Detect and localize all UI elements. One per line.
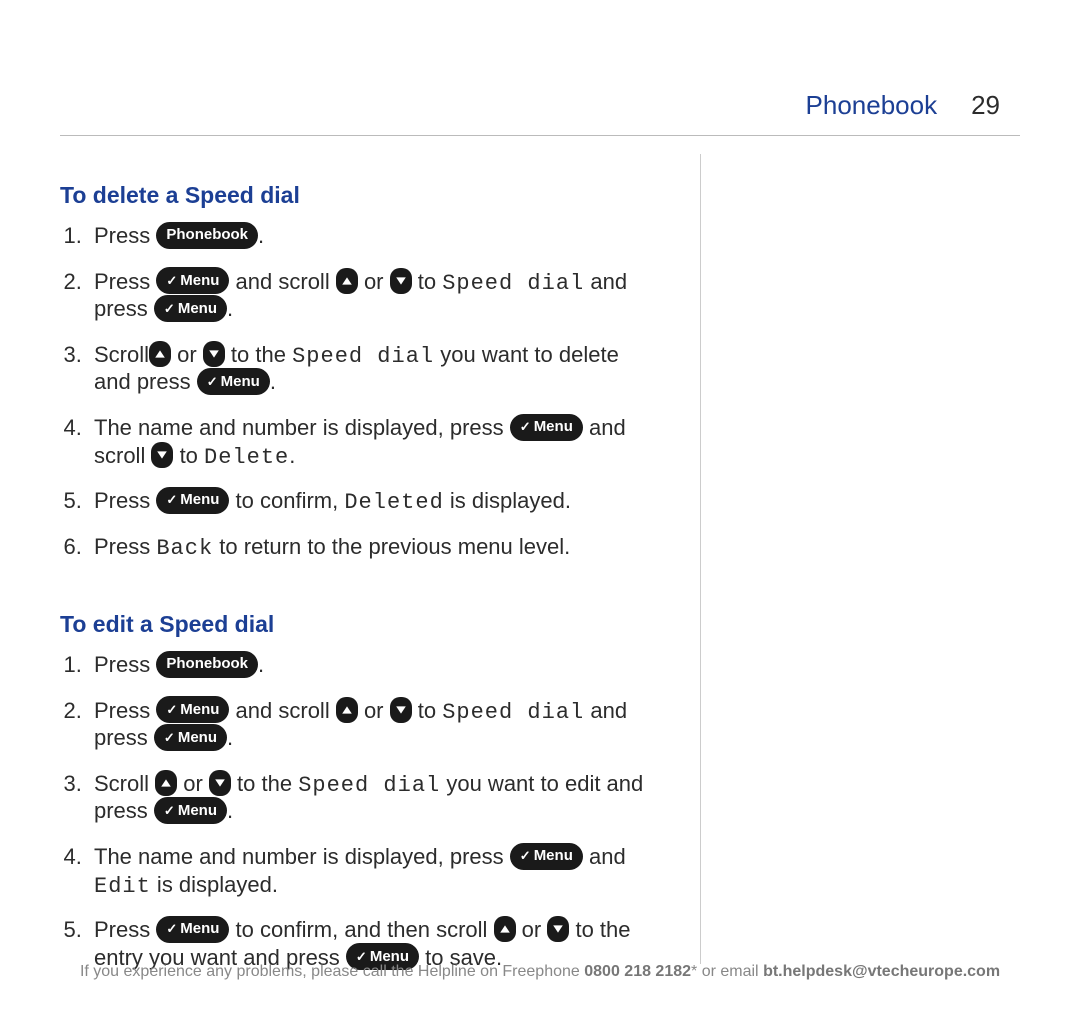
text: to confirm, bbox=[229, 488, 344, 513]
page-footer: If you experience any problems, please c… bbox=[0, 963, 1080, 981]
text: to bbox=[412, 269, 443, 294]
lcd-delete: Delete bbox=[204, 445, 289, 470]
down-arrow-icon bbox=[151, 442, 173, 468]
edit-step-3: Scroll or to the Speed dial you want to … bbox=[88, 771, 650, 826]
text: to the bbox=[231, 771, 298, 796]
footer-text-a: If you experience any problems, please c… bbox=[80, 963, 584, 980]
text: or bbox=[171, 342, 203, 367]
down-arrow-icon bbox=[547, 916, 569, 942]
text: Scroll bbox=[94, 771, 155, 796]
text: is displayed. bbox=[151, 872, 278, 897]
text: to confirm, and then scroll bbox=[229, 917, 493, 942]
text: . bbox=[289, 443, 295, 468]
text: The name and number is displayed, press bbox=[94, 844, 510, 869]
text: to bbox=[173, 443, 204, 468]
lcd-speed-dial: Speed dial bbox=[442, 271, 584, 296]
menu-button-icon: Menu bbox=[156, 267, 229, 294]
section-title-edit: To edit a Speed dial bbox=[60, 611, 650, 638]
text: or bbox=[177, 771, 209, 796]
text: and scroll bbox=[229, 269, 335, 294]
text: . bbox=[227, 725, 233, 750]
up-arrow-icon bbox=[149, 341, 171, 367]
menu-button-icon: Menu bbox=[197, 368, 270, 395]
menu-button-icon: Menu bbox=[156, 487, 229, 514]
down-arrow-icon bbox=[390, 268, 412, 294]
delete-step-6: Press Back to return to the previous men… bbox=[88, 534, 650, 561]
down-arrow-icon bbox=[203, 341, 225, 367]
down-arrow-icon bbox=[390, 697, 412, 723]
down-arrow-icon bbox=[209, 770, 231, 796]
footer-email: bt.helpdesk@vtecheurope.com bbox=[763, 963, 1000, 980]
text: . bbox=[258, 223, 264, 248]
delete-step-4: The name and number is displayed, press … bbox=[88, 415, 650, 470]
phonebook-button-icon: Phonebook bbox=[156, 222, 258, 249]
menu-button-icon: Menu bbox=[154, 724, 227, 751]
up-arrow-icon bbox=[336, 697, 358, 723]
text: and scroll bbox=[229, 698, 335, 723]
lcd-speed-dial: Speed dial bbox=[442, 700, 584, 725]
delete-step-1: Press Phonebook. bbox=[88, 223, 650, 251]
up-arrow-icon bbox=[155, 770, 177, 796]
phonebook-button-icon: Phonebook bbox=[156, 651, 258, 678]
text: to return to the previous menu level. bbox=[213, 534, 570, 559]
text: Press bbox=[94, 534, 156, 559]
section-title-delete: To delete a Speed dial bbox=[60, 182, 650, 209]
text: Press bbox=[94, 223, 156, 248]
text: or bbox=[358, 698, 390, 723]
up-arrow-icon bbox=[494, 916, 516, 942]
up-arrow-icon bbox=[336, 268, 358, 294]
delete-step-3: Scroll or to the Speed dial you want to … bbox=[88, 342, 650, 397]
text: Press bbox=[94, 652, 156, 677]
text: Scroll bbox=[94, 342, 149, 367]
text: Press bbox=[94, 698, 156, 723]
text: and bbox=[583, 844, 626, 869]
text: . bbox=[258, 652, 264, 677]
edit-step-1: Press Phonebook. bbox=[88, 652, 650, 680]
text: . bbox=[270, 369, 276, 394]
text: Press bbox=[94, 917, 156, 942]
lcd-speed-dial: Speed dial bbox=[298, 773, 440, 798]
menu-button-icon: Menu bbox=[154, 797, 227, 824]
delete-steps: Press Phonebook. Press Menu and scroll o… bbox=[60, 223, 650, 561]
text: Press bbox=[94, 269, 156, 294]
delete-step-2: Press Menu and scroll or to Speed dial a… bbox=[88, 269, 650, 324]
edit-step-4: The name and number is displayed, press … bbox=[88, 844, 650, 899]
text: . bbox=[227, 296, 233, 321]
text: is displayed. bbox=[444, 488, 571, 513]
header-rule bbox=[60, 135, 1020, 136]
text: Press bbox=[94, 488, 156, 513]
text: to the bbox=[225, 342, 292, 367]
text: or bbox=[516, 917, 548, 942]
lcd-back: Back bbox=[156, 536, 213, 561]
header-title: Phonebook bbox=[806, 90, 938, 121]
right-column bbox=[701, 164, 1020, 990]
footer-text-b: * or email bbox=[691, 963, 763, 980]
edit-steps: Press Phonebook. Press Menu and scroll o… bbox=[60, 652, 650, 972]
page-header: Phonebook 29 bbox=[60, 90, 1020, 121]
menu-button-icon: Menu bbox=[510, 843, 583, 870]
lcd-deleted: Deleted bbox=[344, 490, 443, 515]
menu-button-icon: Menu bbox=[154, 295, 227, 322]
lcd-edit: Edit bbox=[94, 874, 151, 899]
left-column: To delete a Speed dial Press Phonebook. … bbox=[60, 164, 680, 990]
menu-button-icon: Menu bbox=[156, 696, 229, 723]
content-columns: To delete a Speed dial Press Phonebook. … bbox=[60, 164, 1020, 990]
header-page-number: 29 bbox=[971, 90, 1000, 121]
delete-step-5: Press Menu to confirm, Deleted is displa… bbox=[88, 488, 650, 516]
menu-button-icon: Menu bbox=[156, 916, 229, 943]
menu-button-icon: Menu bbox=[510, 414, 583, 441]
text: The name and number is displayed, press bbox=[94, 415, 510, 440]
lcd-speed-dial: Speed dial bbox=[292, 344, 434, 369]
manual-page: Phonebook 29 To delete a Speed dial Pres… bbox=[0, 0, 1080, 1021]
footer-phone: 0800 218 2182 bbox=[584, 963, 691, 980]
edit-step-2: Press Menu and scroll or to Speed dial a… bbox=[88, 698, 650, 753]
text: or bbox=[358, 269, 390, 294]
text: to bbox=[412, 698, 443, 723]
text: . bbox=[227, 798, 233, 823]
